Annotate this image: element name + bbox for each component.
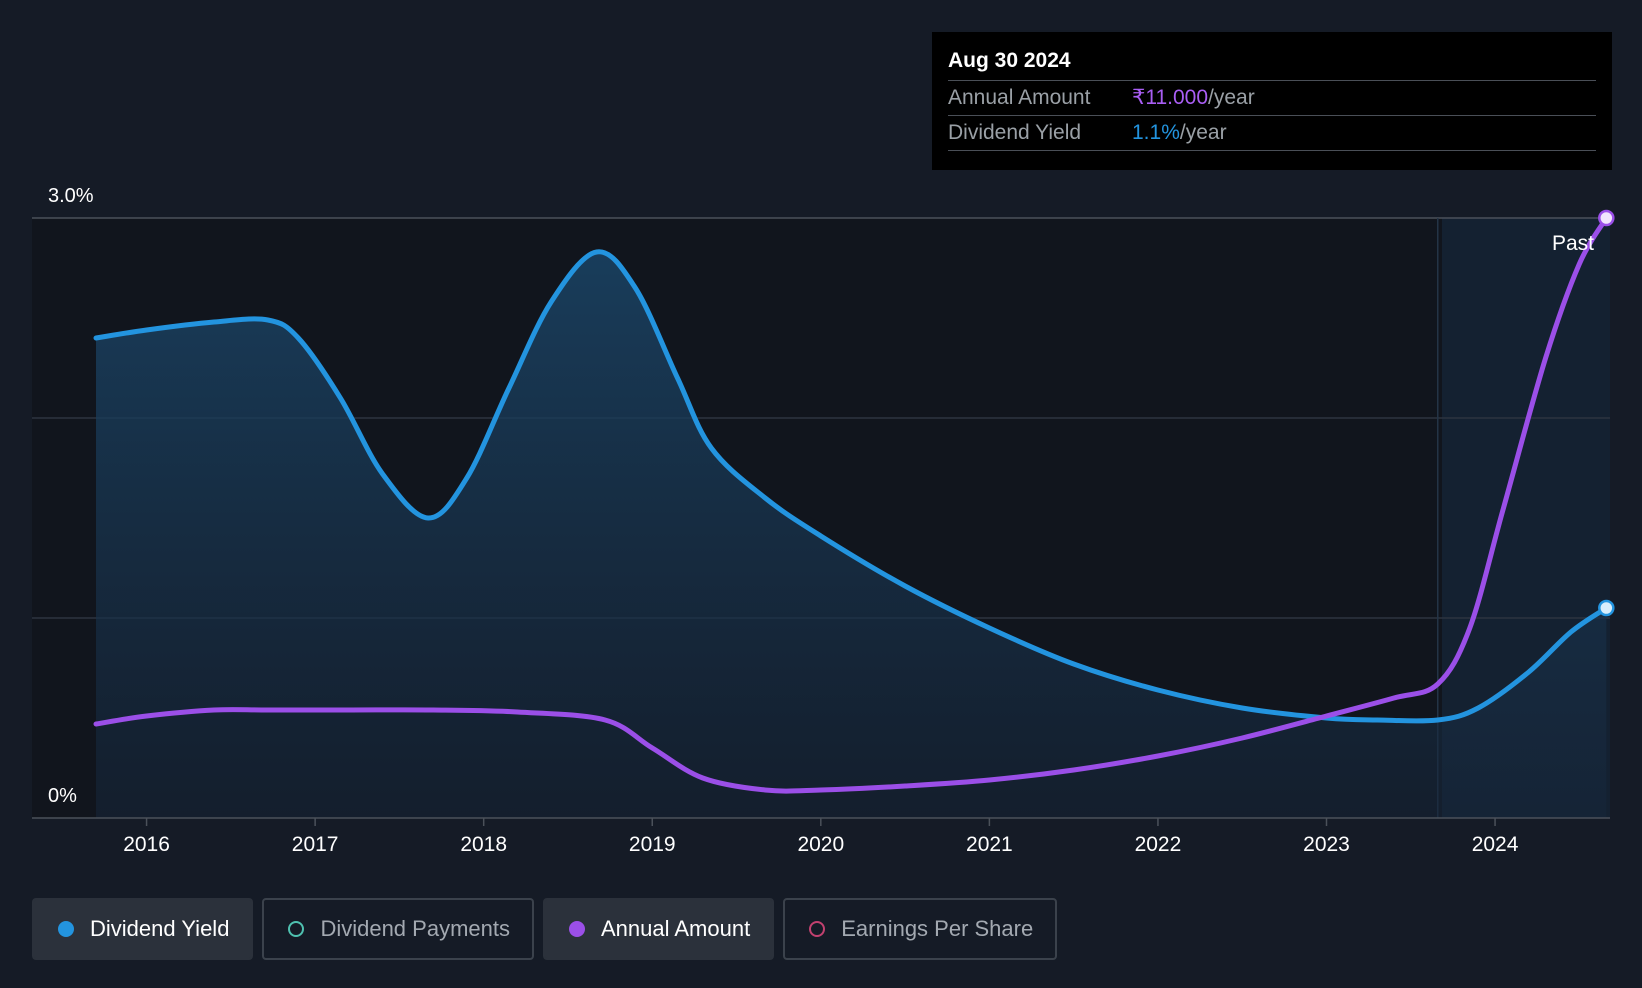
dividend-yield-end-point (1598, 599, 1615, 617)
legend-label: Dividend Yield (90, 916, 230, 941)
annual-amount-end-point (1598, 209, 1615, 227)
tooltip-date: Aug 30 2024 (948, 49, 1071, 72)
filled-dot-icon (568, 921, 585, 937)
y-tick-label: 3.0% (48, 185, 94, 207)
tooltip-unit: /year (1208, 86, 1255, 109)
legend-label: Annual Amount (600, 916, 751, 941)
yield-area (96, 251, 1607, 818)
dividend-yield-area (96, 251, 1607, 818)
hollow-dot-icon (809, 921, 826, 937)
tooltip: Aug 30 2024 Annual Amount ₹11.000 /year … (932, 32, 1612, 170)
legend-label: Earnings Per Share (841, 916, 1034, 941)
legend: Dividend Yield Dividend Payments Annual … (32, 898, 1066, 960)
x-tick-label: 2021 (966, 833, 1013, 856)
x-tick-label: 2016 (123, 833, 170, 856)
annual-amount-line (93, 215, 1609, 794)
x-tick-label: 2023 (1303, 833, 1350, 856)
x-tick-label: 2019 (629, 833, 676, 856)
tooltip-value: ₹11.000 (1132, 86, 1209, 109)
legend-dividend-yield[interactable]: Dividend Yield (32, 898, 254, 960)
legend-earnings-per-share[interactable]: Earnings Per Share (783, 898, 1058, 960)
x-tick-label: 2020 (797, 833, 844, 856)
legend-dividend-payments[interactable]: Dividend Payments (262, 898, 534, 960)
x-tick-label: 2018 (460, 833, 507, 856)
tooltip-row-annual-amount: Annual Amount ₹11.000 /year (948, 80, 1596, 115)
tooltip-label: Dividend Yield (948, 121, 1082, 144)
y-tick-label: 0% (48, 785, 77, 807)
tooltip-unit: /year (1179, 121, 1227, 144)
tooltip-label: Annual Amount (948, 86, 1091, 109)
axes: 2016 2017 2018 2019 2020 2021 2022 2023 2024 3.0%… (32, 185, 1610, 856)
series-lines (93, 215, 1609, 794)
legend-annual-amount[interactable]: Annual Amount (542, 898, 775, 960)
x-tick-label: 2024 (1472, 833, 1519, 856)
hollow-dot-icon (288, 921, 305, 937)
x-tick-label: 2017 (292, 833, 339, 856)
past-label: Past (1552, 232, 1594, 255)
dividend-yield-line (93, 249, 1609, 724)
end-markers (1598, 209, 1615, 617)
x-tick-label: 2022 (1135, 833, 1182, 856)
tooltip-row-dividend-yield: Dividend Yield 1.1% /year (948, 115, 1596, 151)
tooltip-value: 1.1% (1132, 121, 1180, 144)
legend-label: Dividend Payments (320, 916, 510, 941)
filled-dot-icon (58, 921, 74, 937)
